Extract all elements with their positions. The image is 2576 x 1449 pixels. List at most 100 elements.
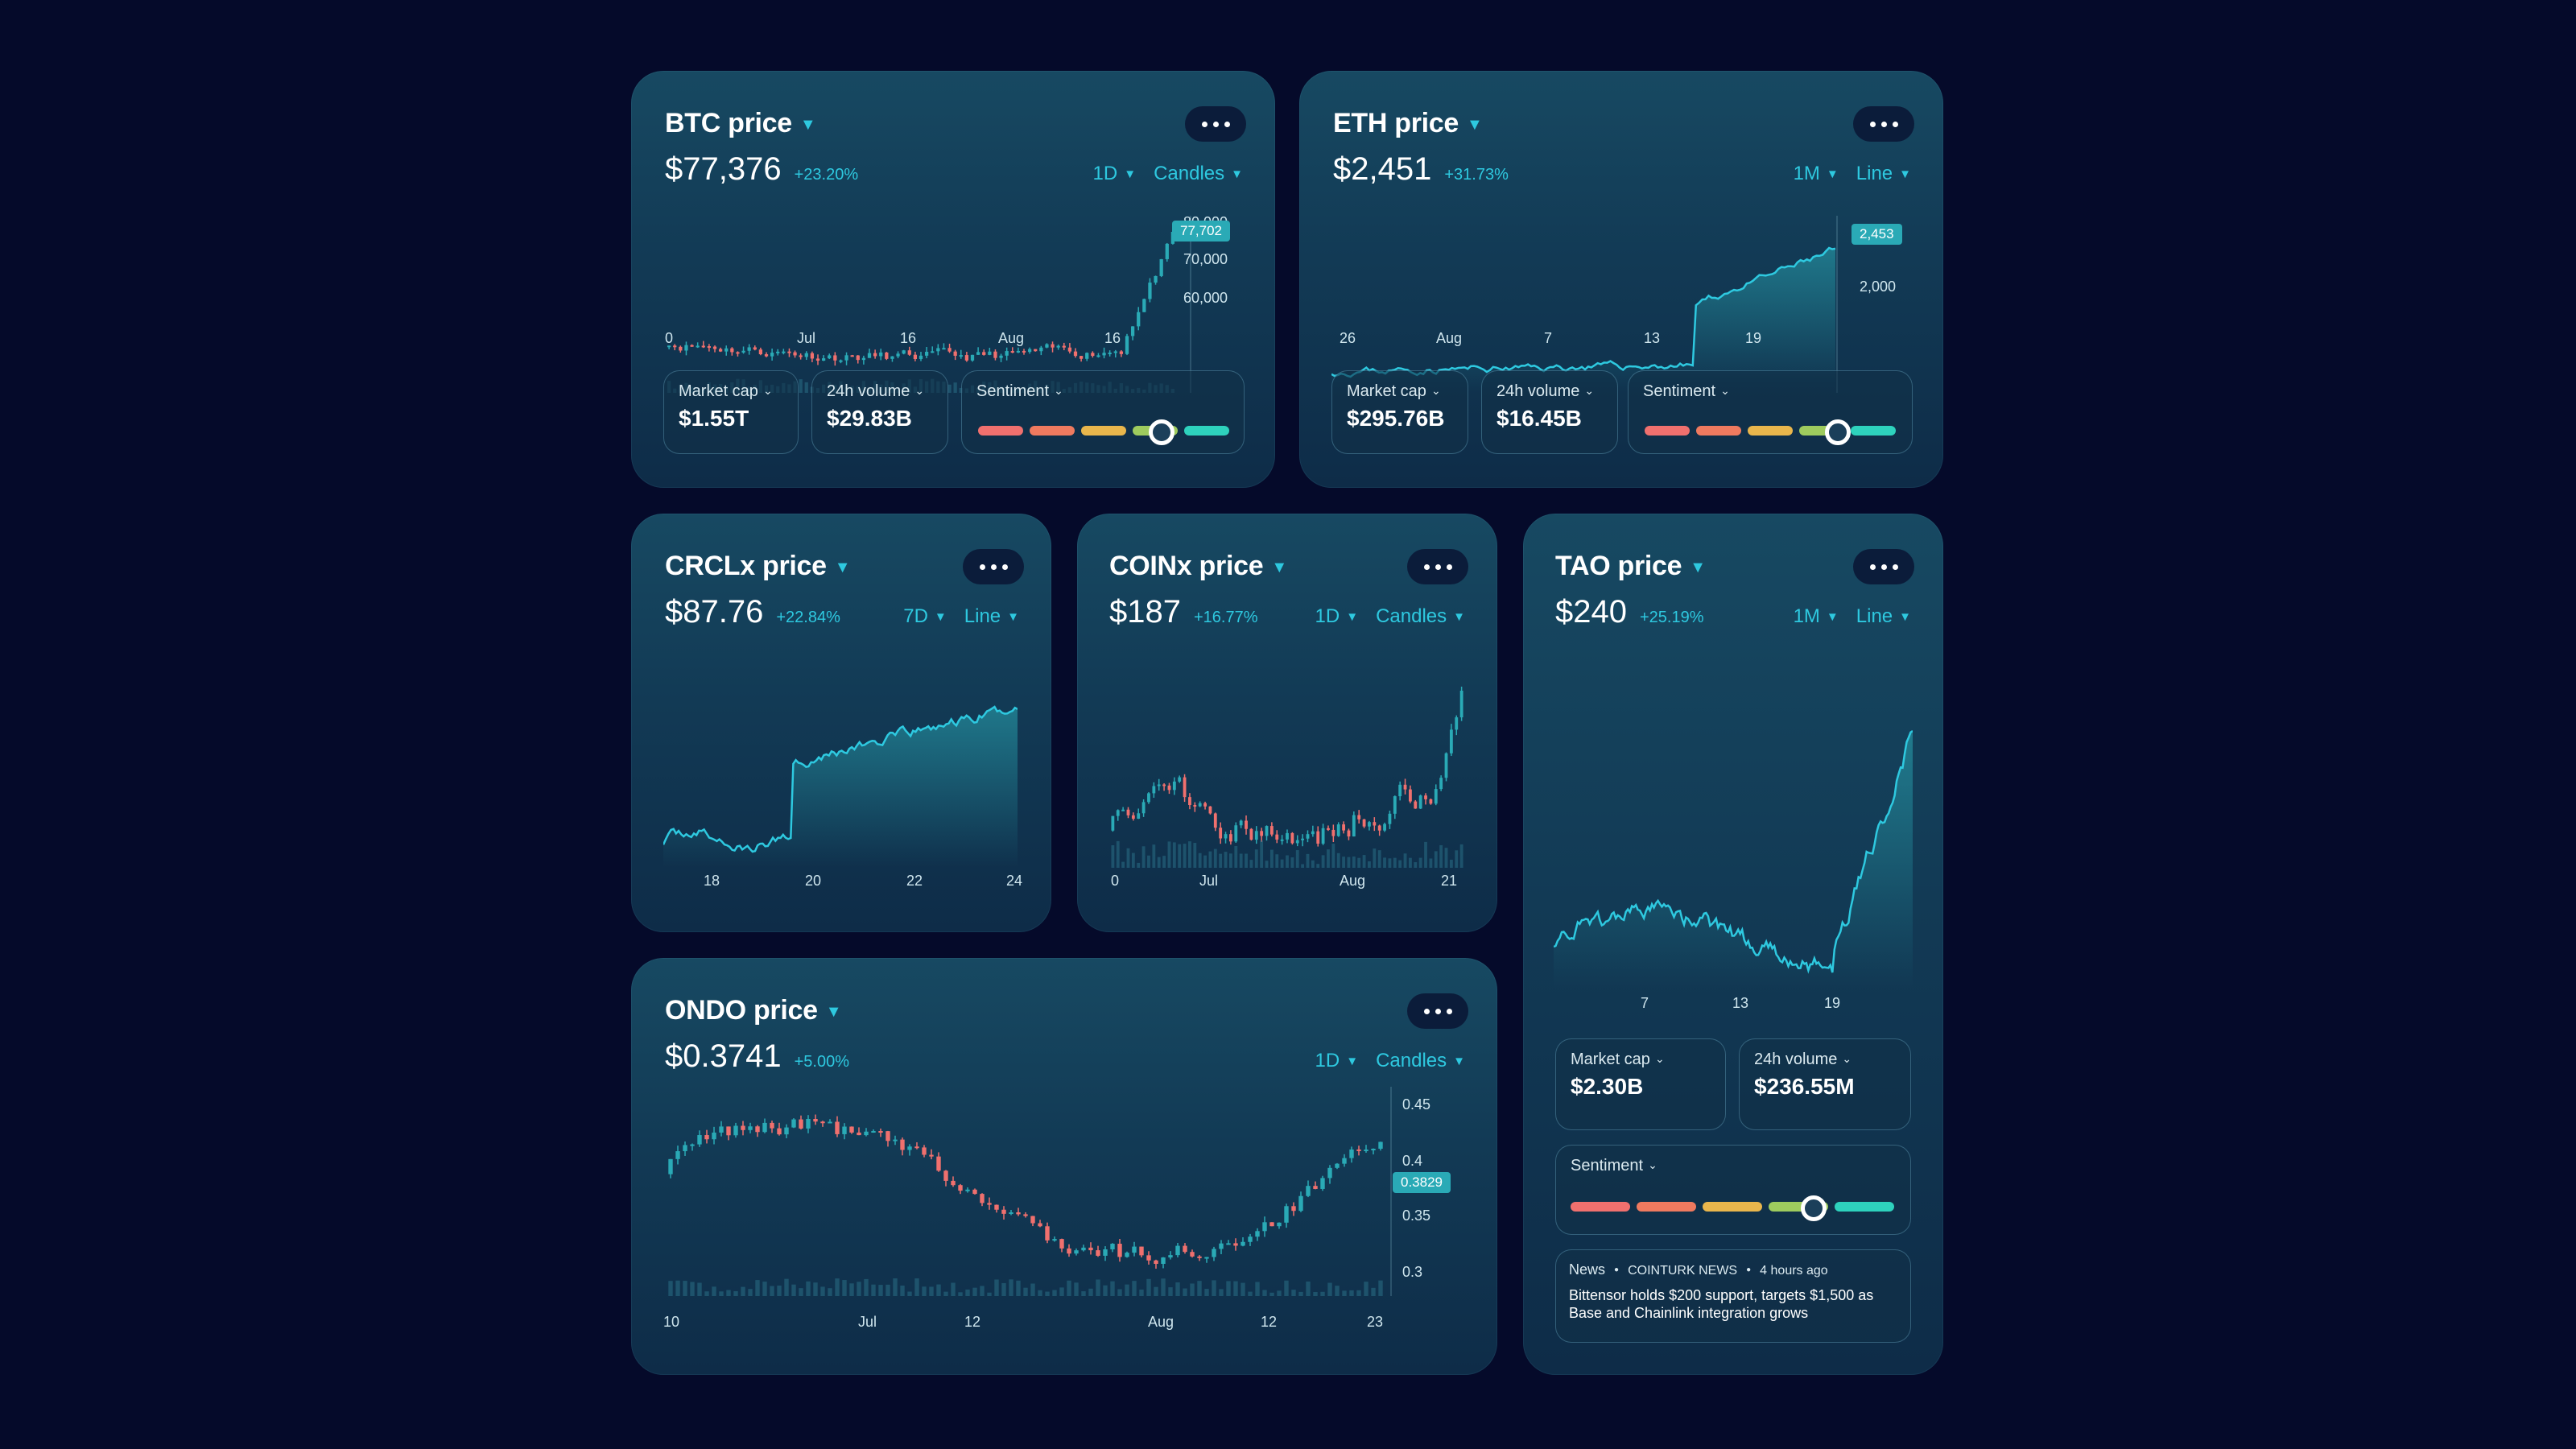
dot-icon <box>1869 121 1876 127</box>
interval-select[interactable]: 1M ▼ <box>1793 163 1839 184</box>
candle-body <box>1313 1186 1318 1189</box>
candle-body <box>1188 797 1191 805</box>
candle-body <box>1126 809 1130 815</box>
volume-bar <box>1203 855 1207 868</box>
volume-bar <box>741 1286 745 1296</box>
volume-bar <box>1347 857 1351 868</box>
chart-style-select[interactable]: Line ▼ <box>1856 163 1911 184</box>
crcl-card: CRCLx price ▼ $87.76 +22.84% 7D ▼ Line ▼ 18 … <box>631 514 1051 932</box>
candle-body <box>1234 825 1238 842</box>
chart-style-select[interactable]: Candles ▼ <box>1376 1050 1465 1071</box>
candle-body <box>856 355 860 361</box>
volume-bar <box>1229 853 1232 868</box>
candle-body <box>942 348 946 350</box>
more-options-button[interactable] <box>1853 549 1914 584</box>
candle-body <box>947 348 952 352</box>
more-options-button[interactable] <box>1407 549 1468 584</box>
eth-title[interactable]: ETH price ▼ <box>1333 108 1483 138</box>
ondo-title[interactable]: ONDO price ▼ <box>665 995 842 1026</box>
market-cap-pill[interactable]: Market cap ⌄ $295.76B <box>1331 370 1468 454</box>
interval-select[interactable]: 1M ▼ <box>1793 605 1839 627</box>
more-options-button[interactable] <box>1407 993 1468 1029</box>
volume-bar <box>1096 1279 1100 1296</box>
volume-bar <box>1321 855 1325 868</box>
candle-body <box>1175 1245 1180 1256</box>
chart-style-select[interactable]: Candles ▼ <box>1154 163 1243 184</box>
candle-body <box>919 355 923 360</box>
news-pill[interactable]: News ● COINTURK NEWS ● 4 hours ago Bitte… <box>1555 1249 1911 1343</box>
btc-title[interactable]: BTC price ▼ <box>665 108 816 138</box>
volume-pill[interactable]: 24h volume ⌄ $16.45B <box>1481 370 1618 454</box>
candle-body <box>804 353 808 357</box>
volume-bar <box>1147 855 1150 868</box>
dot-icon <box>1224 121 1230 127</box>
sentiment-knob[interactable] <box>1801 1195 1827 1221</box>
volume-bar <box>1327 1282 1332 1296</box>
candle-body <box>724 348 729 352</box>
interval-select[interactable]: 1D ▼ <box>1092 163 1137 184</box>
area-fill <box>1331 248 1835 393</box>
sentiment-gauge <box>978 426 1229 436</box>
volume-bar <box>1368 861 1371 868</box>
sentiment-knob[interactable] <box>1825 419 1851 445</box>
sentiment-pill[interactable]: Sentiment ⌄ <box>1628 370 1913 454</box>
candle-body <box>741 350 745 353</box>
candle-body <box>1306 1186 1311 1196</box>
candle-body <box>828 1121 832 1124</box>
candle-body <box>1022 350 1026 353</box>
volume-bar <box>1262 1290 1267 1296</box>
chart-style-select[interactable]: Candles ▼ <box>1376 605 1465 627</box>
volume-pill[interactable]: 24h volume ⌄ $29.83B <box>811 370 948 454</box>
coin-title[interactable]: COINx price ▼ <box>1109 551 1287 581</box>
candle-body <box>697 1135 702 1145</box>
volume-bar <box>1429 858 1433 868</box>
more-options-button[interactable] <box>1853 106 1914 142</box>
tao-title[interactable]: TAO price ▼ <box>1555 551 1706 581</box>
candle-body <box>886 1131 890 1141</box>
volume-pill[interactable]: 24h volume ⌄ $236.55M <box>1739 1038 1911 1130</box>
candle-body <box>1364 1149 1368 1151</box>
volume-bar <box>1110 1281 1115 1296</box>
candle-body <box>1030 1216 1035 1224</box>
dot-icon <box>979 564 985 570</box>
x-label: Jul <box>797 330 816 346</box>
news-headline[interactable]: Bittensor holds $200 support, targets $1… <box>1569 1287 1874 1321</box>
volume-bar <box>1038 1290 1042 1296</box>
candle-body <box>1295 840 1299 844</box>
chart-style-select[interactable]: Line ▼ <box>964 605 1019 627</box>
sentiment-pill[interactable]: Sentiment ⌄ <box>961 370 1245 454</box>
market-cap-pill[interactable]: Market cap ⌄ $2.30B <box>1555 1038 1726 1130</box>
volume-bar <box>857 1282 861 1296</box>
candle-body <box>1373 822 1377 826</box>
x-label: 7 <box>1641 995 1649 1011</box>
candle-body <box>1130 326 1135 336</box>
candle-body <box>1229 834 1232 842</box>
volume-bar <box>1383 857 1386 868</box>
candle-body <box>1051 344 1055 348</box>
candle-body <box>1321 828 1325 844</box>
candle-body <box>1039 347 1043 352</box>
interval-select[interactable]: 7D ▼ <box>903 605 947 627</box>
more-options-button[interactable] <box>1185 106 1246 142</box>
sentiment-pill[interactable]: Sentiment ⌄ <box>1555 1145 1911 1235</box>
candle-body <box>712 346 717 349</box>
more-options-button[interactable] <box>963 549 1024 584</box>
current-price-tag: 77,702 <box>1172 221 1230 242</box>
volume-bar <box>712 1286 716 1296</box>
candle-body <box>924 352 929 356</box>
market-cap-pill[interactable]: Market cap ⌄ $1.55T <box>663 370 799 454</box>
crcl-title[interactable]: CRCLx price ▼ <box>665 551 851 581</box>
volume-bar <box>1335 1286 1340 1296</box>
volume-bar <box>1269 1292 1274 1296</box>
interval-select[interactable]: 1D ▼ <box>1315 1050 1359 1071</box>
candle-body <box>1335 1163 1340 1168</box>
volume-bar <box>726 1290 731 1296</box>
interval-select[interactable]: 1D ▼ <box>1315 605 1359 627</box>
candle-body <box>1383 824 1386 831</box>
sentiment-knob[interactable] <box>1149 419 1174 445</box>
volume-bar <box>922 1286 927 1296</box>
candle-body <box>784 1127 789 1135</box>
chart-style-select[interactable]: Line ▼ <box>1856 605 1911 627</box>
volume-bar <box>1313 1292 1318 1296</box>
candle-body <box>1165 243 1169 259</box>
